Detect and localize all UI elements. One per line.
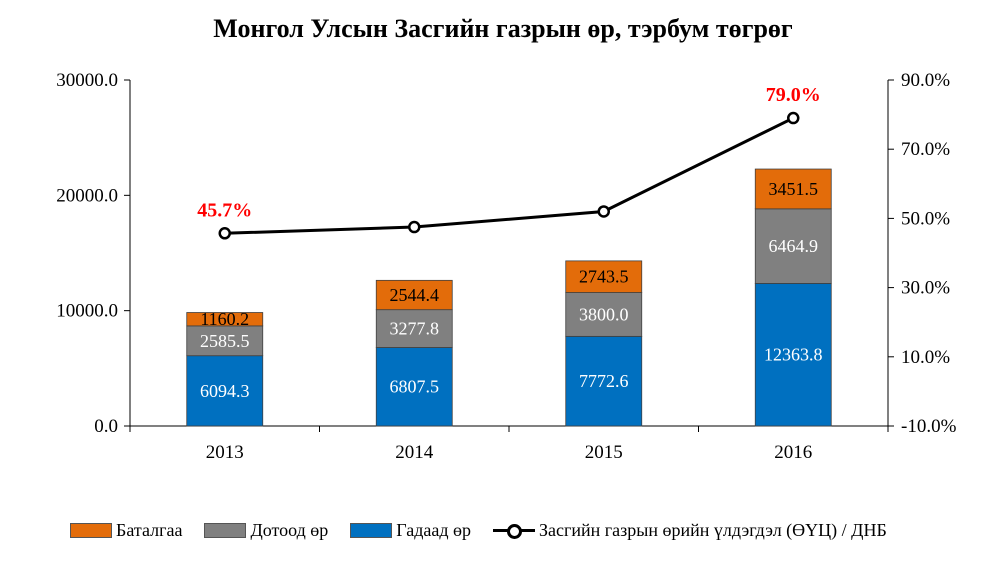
y-right-tick-label: 30.0% <box>901 278 950 299</box>
debt-ratio-point <box>597 205 610 218</box>
chart-title: Монгол Улсын Засгийн газрын өр, тэрбум т… <box>213 14 793 43</box>
legend: Баталгаа Дотоод өр Гадаад өр Засгийн газ… <box>70 519 909 541</box>
debt-ratio-point <box>218 227 231 240</box>
bar-segment <box>565 335 643 427</box>
y-left-tick-label: 10000.0 <box>56 301 118 322</box>
legend-swatch-external <box>350 522 393 538</box>
y-right-tick-label: 70.0% <box>901 139 950 160</box>
legend-label-guarantee: Баталгаа <box>116 519 183 540</box>
debt-ratio-point <box>408 220 421 234</box>
legend-label-debt-ratio: Засгийн газрын өрийн үлдэгдэл (ӨҮЦ) / ДН… <box>539 519 887 540</box>
debt-ratio-line <box>224 116 794 235</box>
bar-value-label: 6807.5 <box>390 377 440 397</box>
bar-segment <box>375 279 453 311</box>
bar-segment <box>754 168 832 210</box>
bar-segment <box>754 283 832 427</box>
debt-ratio-point <box>787 111 800 125</box>
y-right-tick-label: 90.0% <box>901 70 950 91</box>
bar-segment <box>186 312 264 327</box>
legend-swatch-guarantee <box>70 522 112 538</box>
legend-item-domestic: Дотоод өр <box>204 520 328 541</box>
y-left-tick-label: 0.0 <box>94 416 118 437</box>
bar-segment <box>565 292 643 337</box>
debt-ratio-label: 45.7% <box>197 199 252 221</box>
bar-segment <box>186 355 264 427</box>
bar-segment <box>186 325 264 357</box>
bar-value-label: 2585.5 <box>200 331 250 351</box>
bar-value-label: 7772.6 <box>579 371 629 391</box>
legend-item-debt-ratio: Засгийн газрын өрийн үлдэгдэл (ӨҮЦ) / ДН… <box>493 520 887 541</box>
bar-value-label: 6094.3 <box>200 381 250 401</box>
y-right-tick-label: 50.0% <box>901 208 950 229</box>
x-tick-label: 2016 <box>774 442 812 463</box>
legend-line-marker <box>493 523 535 539</box>
bar-value-label: 3451.5 <box>769 179 819 199</box>
legend-label-external: Гадаад өр <box>396 519 471 540</box>
x-tick-label: 2013 <box>206 442 244 463</box>
legend-item-external: Гадаад өр <box>350 520 471 541</box>
legend-item-guarantee: Баталгаа <box>70 520 182 541</box>
bar-value-label: 12363.8 <box>764 345 823 365</box>
debt-ratio-label: 79.0% <box>766 84 821 106</box>
bar-value-label: 3800.0 <box>579 304 629 324</box>
bar-value-label: 3277.8 <box>390 319 440 339</box>
bar-value-label: 1160.2 <box>200 309 249 329</box>
bar-value-label: 6464.9 <box>769 236 819 256</box>
bar-value-label: 2743.5 <box>579 267 629 287</box>
y-right-tick-label: -10.0% <box>901 416 957 437</box>
y-right-tick-label: 10.0% <box>901 347 950 368</box>
y-left-tick-label: 30000.0 <box>56 70 118 91</box>
x-tick-label: 2015 <box>585 442 623 463</box>
bar-value-label: 2544.4 <box>390 285 440 305</box>
bar-segment <box>565 260 643 293</box>
x-tick-label: 2014 <box>395 442 434 463</box>
legend-label-domestic: Дотоод өр <box>250 519 329 540</box>
legend-swatch-domestic <box>204 522 247 538</box>
y-left-tick-label: 20000.0 <box>56 185 118 206</box>
bar-segment <box>754 208 832 284</box>
